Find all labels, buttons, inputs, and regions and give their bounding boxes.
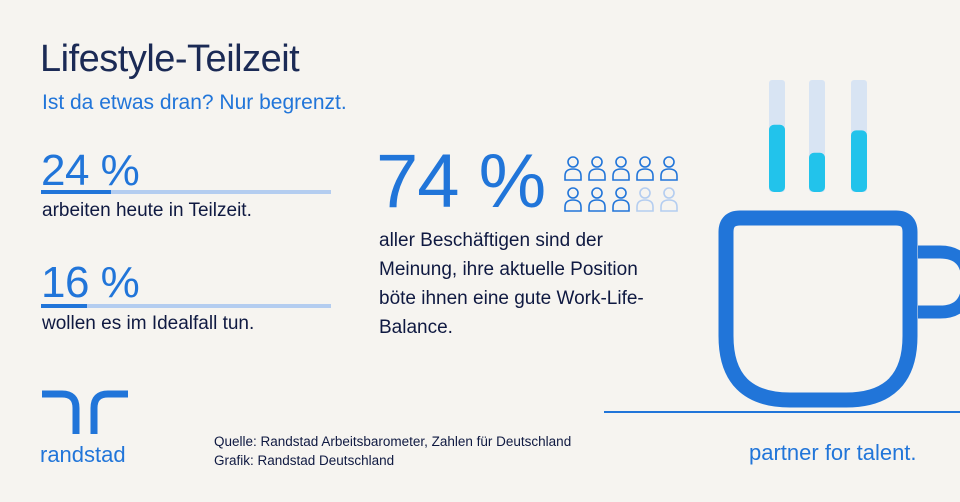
mug-handle-icon	[918, 245, 960, 319]
person-icon	[564, 156, 582, 181]
people-icon-grid	[564, 156, 678, 212]
steam-bar-fill	[851, 130, 867, 192]
stat-ideal-bar	[41, 304, 331, 308]
steam-bar-fill	[769, 124, 785, 192]
person-icon	[660, 187, 678, 212]
stat-ideal-caption: wollen es im Idealfall tun.	[42, 313, 255, 334]
brand-name: randstad	[40, 442, 126, 467]
steam-bars	[769, 80, 867, 192]
graphic-line: Grafik: Randstad Deutschland	[214, 453, 395, 468]
highlight-value: 74 %	[376, 139, 546, 224]
highlight-text: aller Beschäftigen sind der Meinung, ihr…	[379, 230, 644, 338]
mug-body-icon	[718, 210, 918, 408]
page-title: Lifestyle-Teilzeit	[40, 38, 300, 80]
person-icon	[636, 156, 654, 181]
person-icon	[612, 187, 630, 212]
source-line: Quelle: Randstad Arbeitsbarometer, Zahle…	[214, 434, 572, 449]
person-icon	[564, 187, 582, 212]
tagline: partner for talent.	[749, 440, 917, 465]
stat-parttime-bar-fill	[41, 190, 111, 194]
person-icon	[636, 187, 654, 212]
stat-ideal-value: 16 %	[41, 258, 140, 307]
person-icon	[588, 187, 606, 212]
randstad-logo-icon	[42, 390, 128, 434]
page-subtitle: Ist da etwas dran? Nur begrenzt.	[42, 91, 347, 114]
stat-parttime-caption: arbeiten heute in Teilzeit.	[42, 200, 252, 221]
stat-parttime-value: 24 %	[41, 146, 140, 195]
stat-ideal-bar-fill	[41, 304, 88, 308]
steam-bar-fill	[809, 152, 825, 192]
person-icon	[612, 156, 630, 181]
source-note: Quelle: Randstad Arbeitsbarometer, Zahle…	[214, 432, 571, 470]
stat-parttime-bar	[41, 190, 331, 194]
person-icon	[660, 156, 678, 181]
coffee-mug-illustration	[604, 80, 960, 413]
person-icon	[588, 156, 606, 181]
